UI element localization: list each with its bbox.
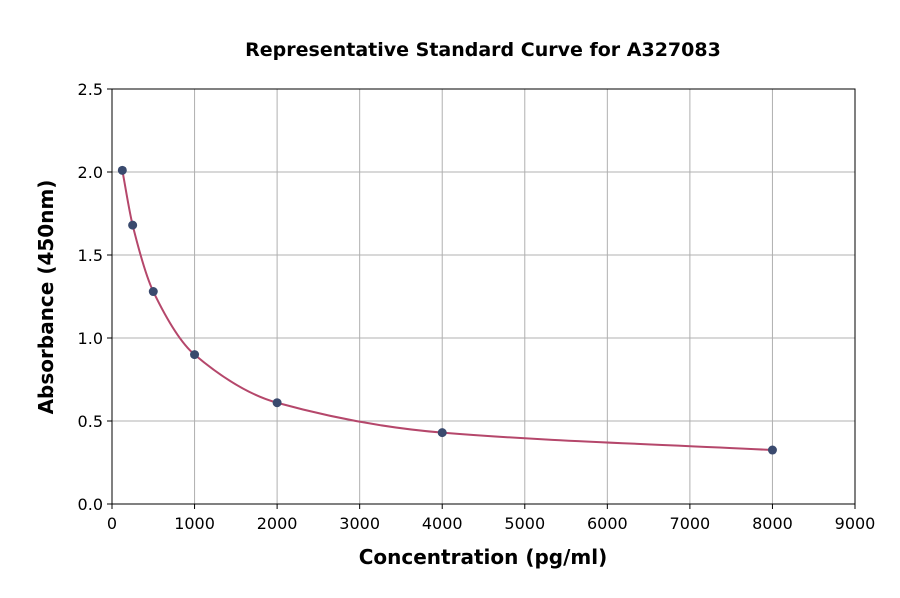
chart-title: Representative Standard Curve for A32708… <box>245 39 721 61</box>
y-axis-label: Absorbance (450nm) <box>34 180 58 415</box>
x-tick-label: 0 <box>107 514 117 533</box>
y-tick-label: 0.0 <box>78 495 103 514</box>
data-point <box>272 398 282 408</box>
y-tick-label: 2.5 <box>78 80 103 99</box>
y-tick-label: 1.5 <box>78 246 103 265</box>
x-tick-label: 6000 <box>587 514 628 533</box>
y-tick-label: 2.0 <box>78 163 103 182</box>
data-point <box>128 220 138 230</box>
data-point <box>190 350 200 360</box>
data-point <box>767 445 777 455</box>
y-tick-label: 1.0 <box>78 329 103 348</box>
data-points <box>117 165 777 455</box>
x-tick-label: 9000 <box>835 514 876 533</box>
fit-curve <box>121 170 773 452</box>
x-axis-label: Concentration (pg/ml) <box>359 545 608 569</box>
ticks: 0 1000 2000 3000 4000 5000 6000 7000 8000 9000 0.0… <box>78 80 876 533</box>
x-tick-label: 5000 <box>504 514 545 533</box>
data-point <box>148 287 158 297</box>
data-point <box>437 428 447 438</box>
x-tick-label: 1000 <box>174 514 215 533</box>
y-tick-label: 0.5 <box>78 412 103 431</box>
x-tick-label: 7000 <box>670 514 711 533</box>
x-tick-label: 4000 <box>422 514 463 533</box>
x-tick-label: 3000 <box>339 514 380 533</box>
data-point <box>117 165 127 175</box>
x-tick-label: 8000 <box>752 514 793 533</box>
x-tick-label: 2000 <box>257 514 298 533</box>
plot-frame <box>111 88 856 505</box>
grid <box>111 88 856 505</box>
